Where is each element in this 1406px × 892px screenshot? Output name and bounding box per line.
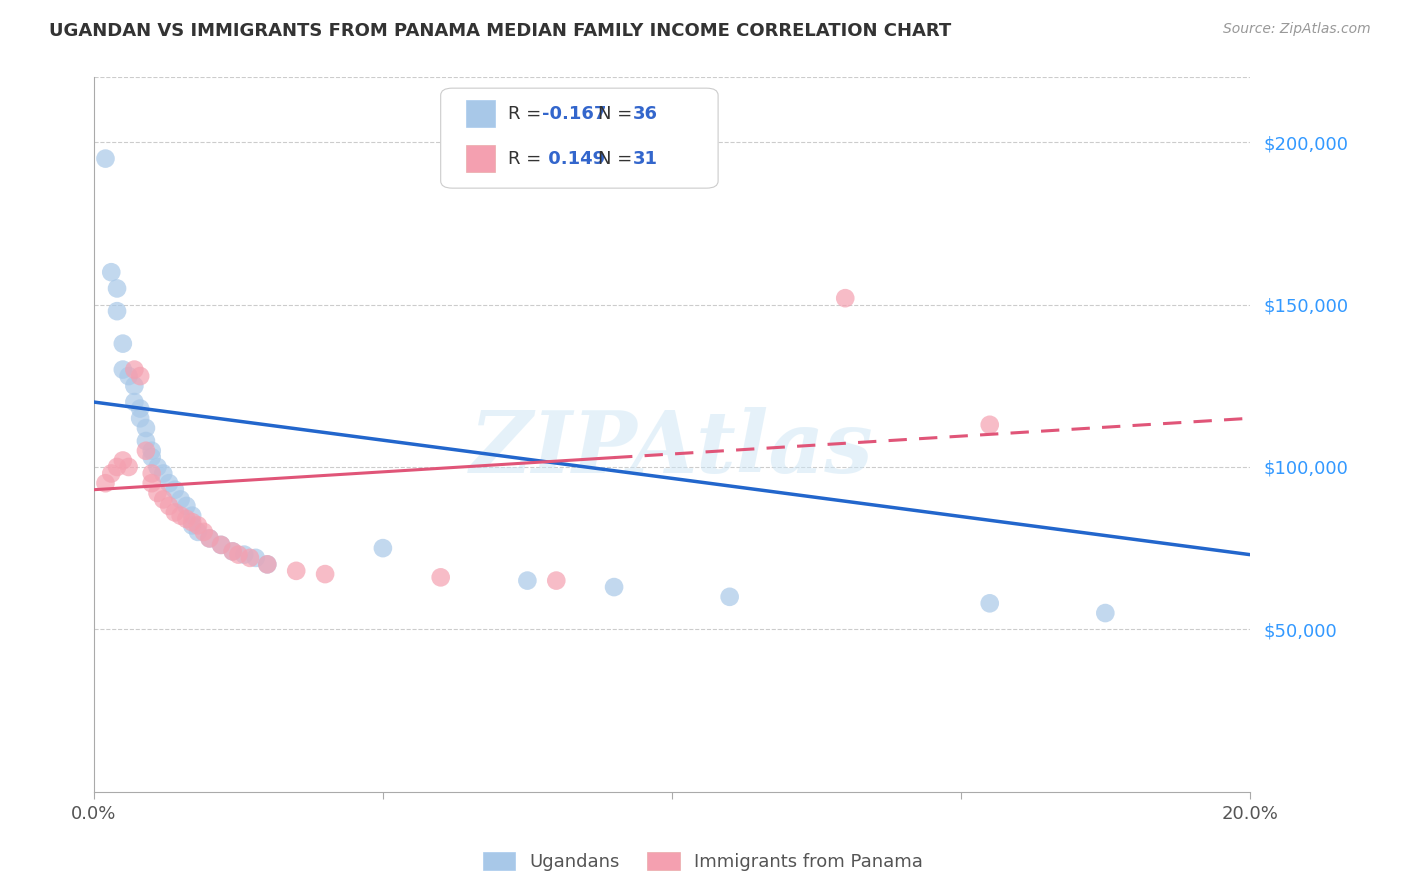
- Text: 0.149: 0.149: [543, 150, 606, 168]
- Point: [221, 544, 243, 558]
- FancyBboxPatch shape: [467, 145, 495, 172]
- Point: [163, 483, 186, 497]
- Point: [105, 281, 128, 295]
- Point: [152, 467, 174, 481]
- Point: [105, 460, 128, 475]
- Point: [141, 450, 163, 465]
- Point: [546, 574, 568, 588]
- Point: [187, 518, 209, 533]
- Point: [245, 550, 267, 565]
- Text: UGANDAN VS IMMIGRANTS FROM PANAMA MEDIAN FAMILY INCOME CORRELATION CHART: UGANDAN VS IMMIGRANTS FROM PANAMA MEDIAN…: [49, 22, 952, 40]
- Text: 31: 31: [633, 150, 658, 168]
- Text: N =: N =: [598, 105, 638, 123]
- Point: [314, 567, 336, 582]
- Point: [209, 538, 232, 552]
- Text: ZIPAtlas: ZIPAtlas: [470, 407, 873, 491]
- Point: [228, 548, 250, 562]
- Text: Source: ZipAtlas.com: Source: ZipAtlas.com: [1223, 22, 1371, 37]
- Point: [834, 291, 856, 305]
- Point: [198, 532, 221, 546]
- FancyBboxPatch shape: [440, 88, 718, 188]
- Point: [198, 532, 221, 546]
- Point: [141, 476, 163, 491]
- Point: [181, 515, 204, 529]
- Point: [256, 558, 278, 572]
- Point: [124, 395, 146, 409]
- Point: [1094, 606, 1116, 620]
- Point: [94, 476, 117, 491]
- Point: [141, 467, 163, 481]
- Point: [176, 499, 198, 513]
- Point: [111, 336, 134, 351]
- Point: [209, 538, 232, 552]
- Point: [157, 476, 180, 491]
- Text: -0.167: -0.167: [543, 105, 607, 123]
- Point: [111, 453, 134, 467]
- Legend: Ugandans, Immigrants from Panama: Ugandans, Immigrants from Panama: [475, 845, 931, 879]
- Point: [285, 564, 308, 578]
- Text: R =: R =: [508, 150, 547, 168]
- Point: [181, 518, 204, 533]
- Point: [256, 558, 278, 572]
- Point: [193, 524, 215, 539]
- Point: [239, 550, 262, 565]
- Point: [117, 460, 139, 475]
- Point: [105, 304, 128, 318]
- Point: [129, 411, 152, 425]
- Point: [181, 508, 204, 523]
- Point: [124, 362, 146, 376]
- Point: [100, 467, 122, 481]
- Point: [117, 369, 139, 384]
- Point: [152, 492, 174, 507]
- Point: [169, 492, 191, 507]
- Point: [141, 443, 163, 458]
- Point: [718, 590, 741, 604]
- Text: 36: 36: [633, 105, 658, 123]
- Point: [94, 152, 117, 166]
- Point: [979, 596, 1001, 610]
- Point: [516, 574, 538, 588]
- Point: [129, 369, 152, 384]
- Point: [169, 508, 191, 523]
- Point: [157, 499, 180, 513]
- Point: [221, 544, 243, 558]
- Point: [135, 421, 157, 435]
- Point: [124, 379, 146, 393]
- Point: [187, 524, 209, 539]
- Point: [111, 362, 134, 376]
- Point: [176, 512, 198, 526]
- Point: [146, 460, 169, 475]
- FancyBboxPatch shape: [467, 100, 495, 128]
- Point: [233, 548, 256, 562]
- Text: N =: N =: [598, 150, 638, 168]
- Point: [100, 265, 122, 279]
- Point: [371, 541, 394, 555]
- Point: [135, 443, 157, 458]
- Point: [135, 434, 157, 448]
- Point: [603, 580, 626, 594]
- Point: [129, 401, 152, 416]
- Text: R =: R =: [508, 105, 547, 123]
- Point: [979, 417, 1001, 432]
- Point: [146, 486, 169, 500]
- Point: [163, 505, 186, 519]
- Point: [429, 570, 451, 584]
